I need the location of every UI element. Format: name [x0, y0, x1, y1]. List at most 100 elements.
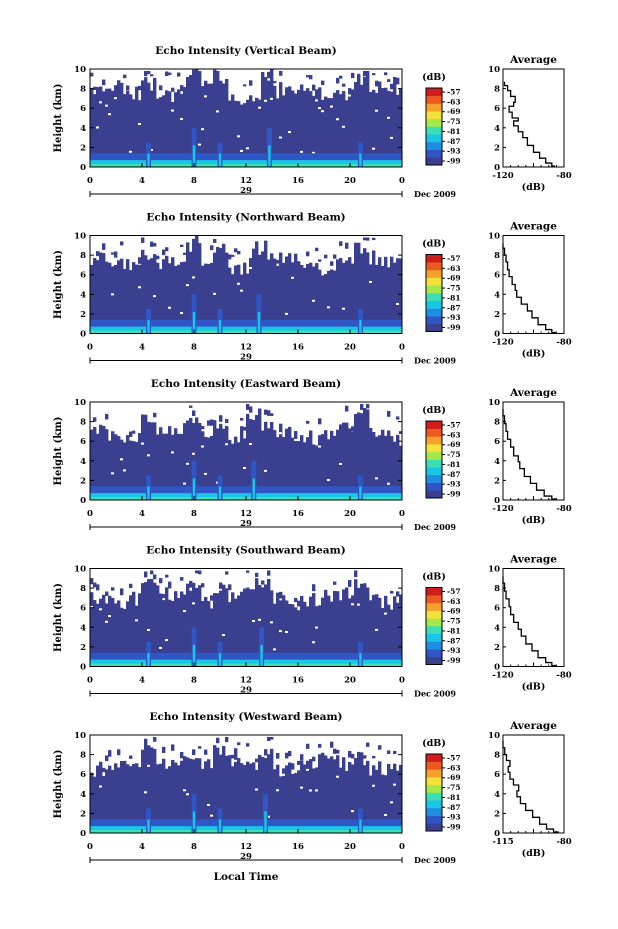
echo-column	[366, 74, 370, 167]
echo-column	[198, 585, 202, 667]
echo-column	[273, 603, 277, 667]
echo-column	[303, 442, 307, 500]
echo-column	[105, 88, 109, 167]
echo-column	[264, 240, 268, 334]
echo-gap	[105, 620, 108, 623]
echo-column	[174, 428, 178, 500]
echo-column	[168, 91, 172, 167]
echo-column	[186, 242, 190, 334]
echo-column	[273, 258, 277, 334]
echo-column	[171, 434, 175, 500]
echo-column	[156, 764, 160, 833]
echo-column	[153, 748, 157, 833]
echo-column	[240, 104, 244, 167]
echo-gap	[144, 791, 147, 794]
echo-column	[219, 754, 223, 833]
colorbar-swatch	[426, 428, 442, 437]
echo-column	[132, 591, 136, 667]
echo-fragment	[330, 261, 334, 266]
echo-column	[375, 264, 379, 334]
average-x-tick-label: -80	[556, 837, 571, 847]
colorbar-tick-label: -81	[447, 793, 461, 802]
echo-fragment	[393, 750, 397, 754]
echo-column	[168, 599, 172, 667]
echo-column	[108, 440, 112, 500]
x-tick-label: 12	[240, 509, 252, 519]
echo-fragment	[162, 594, 166, 599]
echo-column	[354, 758, 358, 833]
colorbar-tick-label: -99	[447, 157, 461, 166]
echo-fragment	[231, 254, 235, 257]
echo-column	[309, 91, 313, 167]
echo-gap	[186, 284, 189, 287]
echo-column	[336, 755, 340, 833]
echo-fragment	[387, 411, 391, 417]
echo-column	[177, 765, 181, 833]
echo-column	[285, 428, 289, 500]
echo-column	[198, 422, 202, 500]
feature-inner	[257, 311, 261, 334]
feature-inner	[252, 478, 255, 500]
echo-column	[99, 598, 103, 667]
echo-column	[363, 76, 367, 167]
average-y-tick-label: 2	[494, 143, 500, 153]
echo-column	[297, 610, 301, 667]
echo-gap	[171, 109, 174, 112]
echo-fragment	[219, 415, 223, 422]
echo-fragment	[348, 88, 352, 95]
echo-gap	[351, 603, 354, 606]
average-y-tick-label: 10	[488, 398, 500, 408]
echo-column	[156, 98, 160, 167]
echo-column	[366, 409, 370, 500]
echo-column	[237, 101, 241, 167]
echo-column	[132, 262, 136, 334]
echo-column	[348, 96, 352, 167]
feature-inner	[192, 478, 196, 500]
x-tick-label: 4	[139, 842, 145, 852]
average-xlabel: (dB)	[522, 682, 546, 693]
echo-column	[210, 768, 214, 833]
echo-fragment	[102, 243, 106, 250]
echo-fragment	[348, 750, 352, 758]
colorbar-swatch	[426, 777, 442, 786]
echo-column	[186, 420, 190, 500]
echo-column	[267, 754, 271, 833]
echo-column	[378, 761, 382, 833]
echo-fragment	[306, 75, 310, 78]
colorbar-tick-label: -93	[447, 480, 461, 489]
echo-column	[204, 436, 208, 500]
echo-column	[174, 591, 178, 667]
feature-inner	[359, 819, 362, 833]
echo-fragment	[270, 736, 274, 740]
echo-column	[339, 94, 343, 167]
echo-column	[243, 103, 247, 167]
colorbar-unit: (dB)	[422, 405, 446, 416]
echo-column	[330, 756, 334, 833]
echo-column	[327, 98, 331, 167]
echo-gap	[111, 472, 114, 475]
echo-fragment	[390, 83, 394, 90]
echo-fragment	[324, 755, 328, 763]
echo-column	[387, 267, 391, 334]
echo-column	[171, 257, 175, 334]
echo-column	[249, 763, 253, 833]
echo-fragment	[195, 570, 199, 574]
echo-gap	[387, 482, 390, 485]
average-x-tick-label: -80	[556, 171, 571, 181]
echo-column	[189, 75, 193, 167]
echo-column	[249, 258, 253, 334]
echo-fragment	[255, 758, 259, 763]
echo-fragment	[123, 74, 127, 79]
echo-column	[129, 766, 133, 833]
colorbar-tick-label: -87	[447, 470, 461, 479]
echo-fragment	[300, 754, 304, 761]
colorbar-swatch	[426, 285, 442, 294]
echo-column	[219, 590, 223, 667]
average-xlabel: (dB)	[522, 515, 546, 526]
y-tick-label: 0	[80, 829, 86, 839]
echo-column	[321, 434, 325, 500]
echo-column	[207, 437, 211, 500]
echo-column	[192, 238, 196, 334]
echo-column	[177, 433, 181, 500]
panel-title: Echo Intensity (Westward Beam)	[149, 711, 342, 723]
